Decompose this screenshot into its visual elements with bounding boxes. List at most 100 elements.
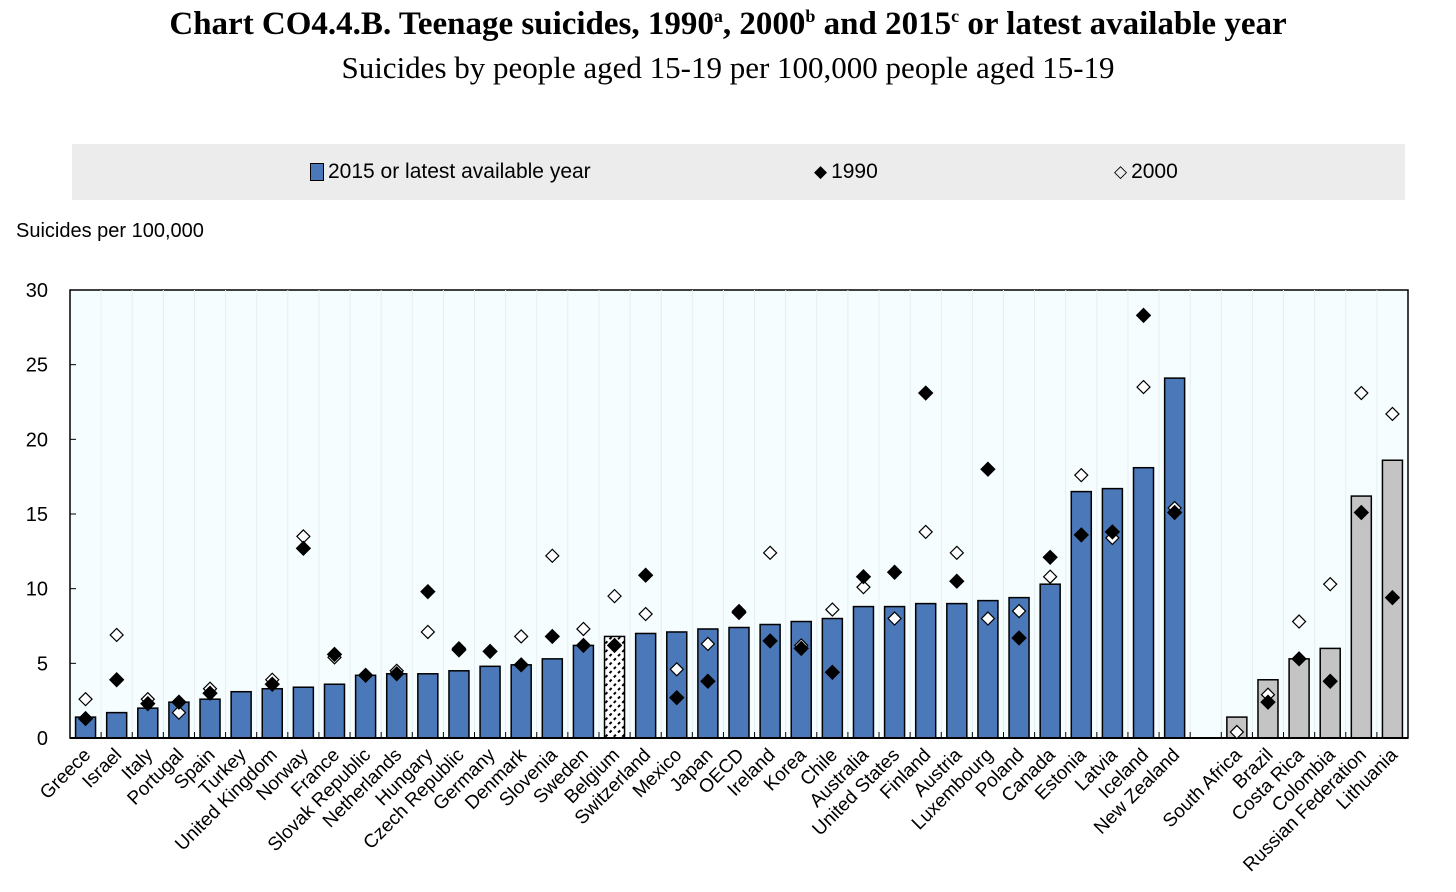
marker-2000 [1229,724,1245,740]
marker-1990 [108,672,125,688]
bar-australia [852,605,875,739]
chart-title: Chart CO4.4.B. Teenage suicides, 1990a, … [0,6,1456,43]
marker-2000 [78,691,93,707]
marker-1990 [1291,651,1307,667]
marker-2000 [1011,603,1027,619]
legend-label: 2000 [1131,160,1178,183]
legend: 2015 or latest available year ◆ 1990 ◇ 200… [72,144,1405,200]
bar-poland [1008,596,1030,739]
marker-2000 [762,545,778,561]
marker-1990 [731,604,747,621]
bar-netherlands [385,673,408,739]
title-text-2000: , 2000 [722,6,806,42]
y-axis-label: Suicides per 100,000 [16,220,204,242]
bar-turkey [230,690,252,739]
marker-1990 [451,642,467,658]
bar-austria [946,602,968,739]
marker-1990 [949,573,965,589]
bar-canada [1039,583,1061,739]
marker-1990 [575,637,592,654]
marker-1990 [980,461,996,477]
marker-1990 [1260,694,1276,710]
marker-1990 [544,628,561,645]
bar-denmark [510,664,532,739]
y-tick-label: 25 [26,355,48,377]
marker-1990 [140,695,156,712]
open-diamond-icon: ◇ [1114,162,1128,181]
title-text-rest: or latest available year [959,6,1287,42]
y-tick-label: 0 [37,728,48,750]
marker-1990 [637,567,654,583]
marker-1990 [1135,307,1152,324]
marker-1990 [295,540,312,557]
marker-2000 [638,606,653,622]
marker-1990 [700,673,716,689]
bar-united-states [883,605,906,739]
bar-united-kingdom [261,687,284,739]
marker-2000 [1073,467,1089,483]
bar-czech-republic [448,670,470,739]
marker-1990 [1073,527,1089,543]
marker-1990 [77,710,94,727]
marker-1990 [855,569,872,585]
title-text-2015: and 2015 [815,6,952,42]
chart-subtitle: Suicides by people aged 15-19 per 100,00… [341,50,1115,85]
marker-1990 [357,667,374,683]
bar-slovak-republic [354,674,377,739]
marker-1990 [606,637,623,654]
marker-2000 [669,661,685,677]
marker-2000 [887,611,902,626]
marker-2000 [420,624,436,640]
bar-iceland [1132,466,1155,739]
marker-1990 [513,657,529,673]
marker-2000 [856,579,871,595]
marker-2000 [607,588,622,604]
marker-1990 [824,664,841,681]
marker-1990 [202,685,218,701]
marker-1990 [264,676,280,692]
bar-costa-rica [1288,658,1310,739]
marker-1990 [917,385,934,401]
marker-2000 [1353,385,1369,401]
bar-hungary [417,673,439,739]
bar-italy [137,707,159,739]
marker-1990 [669,689,685,706]
title-sup-a: a [713,6,723,26]
bar-russian-federation [1350,495,1373,739]
legend-label: 1990 [831,160,878,183]
marker-2000 [949,545,965,561]
marker-2000 [1291,614,1307,629]
marker-2000 [1322,576,1338,592]
bar-new-zealand [1163,377,1186,739]
filled-diamond-icon: ◆ [814,162,828,181]
legend-item-2000: ◇ 2000 [1114,160,1178,184]
marker-1990 [171,694,187,710]
marker-1990 [1384,589,1401,606]
y-tick-label: 10 [26,579,48,601]
legend-item-1990: ◆ 1990 [814,160,878,184]
marker-2000 [700,636,716,652]
marker-2000 [980,611,996,626]
marker-1990 [1353,504,1370,521]
y-tick-label: 5 [37,653,48,675]
marker-2000 [576,621,591,637]
marker-1990 [762,633,778,649]
marker-2000 [1136,379,1151,395]
marker-1990 [1166,504,1183,521]
bar-france [323,683,346,739]
marker-1990 [389,666,405,682]
bar-sweden [572,644,595,739]
title-text: Chart CO4.4.B. Teenage suicides, 1990 [169,6,714,42]
title-sup-b: b [805,6,816,26]
marker-1990 [1322,673,1338,689]
marker-2000 [1042,569,1058,585]
marker-1990 [793,640,809,657]
title-sup-c: c [951,6,960,26]
bar-norway [292,686,315,739]
marker-2000 [544,548,560,564]
bar-switzerland [634,632,657,739]
bar-colombia [1319,647,1341,739]
marker-1990 [326,646,343,663]
marker-2000 [109,627,125,643]
